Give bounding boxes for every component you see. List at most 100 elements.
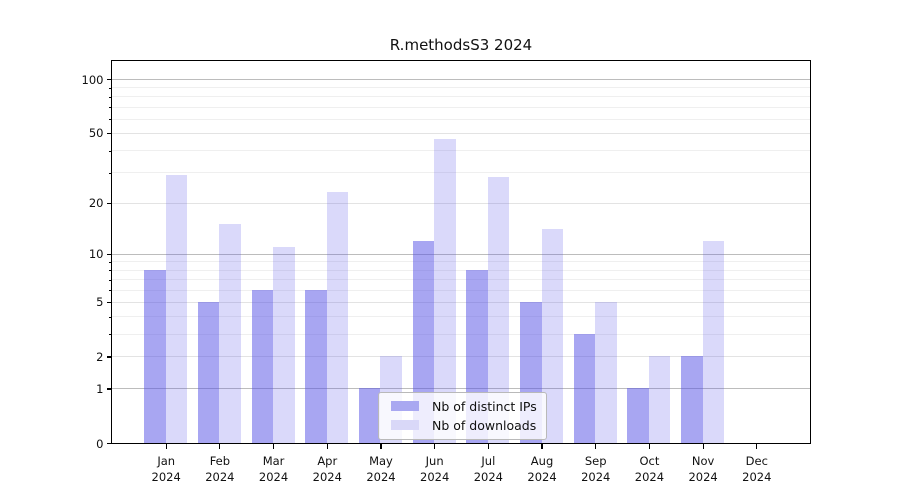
bar-distinct-ips bbox=[358, 388, 381, 443]
y-minor-tick-mark bbox=[108, 119, 112, 121]
x-tick-label-year: 2024 bbox=[420, 469, 450, 484]
bar-downloads bbox=[648, 356, 671, 443]
legend: Nb of distinct IPs Nb of downloads bbox=[378, 392, 547, 440]
x-tick-mark bbox=[541, 443, 543, 449]
x-tick-label-year: 2024 bbox=[688, 469, 718, 484]
y-tick-mark bbox=[106, 253, 112, 256]
y-tick-label: 5 bbox=[96, 295, 104, 310]
x-tick-label-month: Sep bbox=[584, 453, 607, 468]
gridline bbox=[112, 202, 810, 204]
y-minor-tick-mark bbox=[108, 87, 112, 89]
gridline-minor bbox=[112, 269, 810, 271]
bar-distinct-ips bbox=[573, 333, 596, 443]
y-tick-mark bbox=[106, 388, 112, 390]
y-minor-tick-mark bbox=[108, 334, 112, 336]
x-tick-label-month: Jun bbox=[425, 453, 444, 468]
y-minor-tick-mark bbox=[108, 107, 112, 109]
x-tick-mark bbox=[702, 443, 704, 449]
legend-label-downloads: Nb of downloads bbox=[432, 417, 537, 433]
x-tick-mark bbox=[219, 443, 221, 449]
gridline-minor bbox=[112, 279, 810, 281]
gridline-major bbox=[112, 388, 810, 390]
x-tick-label-year: 2024 bbox=[151, 469, 181, 484]
gridline-minor bbox=[112, 150, 810, 152]
x-tick-mark bbox=[326, 443, 328, 449]
y-minor-tick-mark bbox=[108, 290, 112, 292]
x-tick-label-month: Dec bbox=[745, 453, 768, 468]
y-minor-tick-mark bbox=[108, 270, 112, 272]
y-tick-mark bbox=[106, 79, 112, 81]
x-tick-label-year: 2024 bbox=[527, 469, 557, 484]
x-tick-label-month: Feb bbox=[209, 453, 231, 468]
x-tick-mark bbox=[165, 443, 167, 449]
bar-downloads bbox=[326, 192, 349, 443]
x-tick-label-year: 2024 bbox=[742, 469, 772, 484]
x-tick-label-year: 2024 bbox=[258, 469, 289, 484]
x-tick-mark bbox=[487, 443, 489, 449]
gridline-minor bbox=[112, 289, 810, 291]
bar-downloads bbox=[541, 229, 564, 443]
chart-title: R.methodsS3 2024 bbox=[389, 36, 533, 54]
x-tick-label-year: 2024 bbox=[634, 469, 665, 484]
x-tick-label-year: 2024 bbox=[312, 469, 342, 484]
bar-distinct-ips bbox=[681, 356, 703, 443]
gridline-minor bbox=[112, 316, 810, 318]
y-tick-label: 0 bbox=[96, 436, 104, 451]
y-tick-label: 10 bbox=[88, 247, 104, 262]
bar-distinct-ips bbox=[251, 289, 274, 443]
x-tick-label-month: Nov bbox=[691, 453, 715, 468]
x-tick-label-month: Jan bbox=[157, 453, 176, 468]
gridline-minor bbox=[112, 172, 810, 174]
legend-label-distinct-ips: Nb of distinct IPs bbox=[432, 398, 537, 414]
y-tick-label: 20 bbox=[88, 196, 104, 211]
legend-swatch-distinct-ips bbox=[391, 401, 419, 411]
y-minor-tick-mark bbox=[108, 150, 112, 152]
x-tick-mark bbox=[434, 443, 436, 449]
plot-area bbox=[111, 60, 811, 444]
y-tick-label: 50 bbox=[88, 126, 104, 141]
x-tick-label-year: 2024 bbox=[205, 469, 235, 484]
gridline bbox=[112, 132, 810, 134]
gridline-minor bbox=[112, 96, 810, 98]
gridline bbox=[112, 356, 810, 358]
y-minor-tick-mark bbox=[108, 96, 112, 98]
y-tick-label: 1 bbox=[96, 381, 104, 396]
x-tick-label-year: 2024 bbox=[366, 469, 396, 484]
y-tick-mark bbox=[106, 301, 112, 303]
bar-downloads bbox=[165, 174, 188, 443]
x-tick-mark bbox=[595, 443, 597, 449]
bar-distinct-ips bbox=[627, 388, 649, 443]
y-tick-mark bbox=[106, 443, 112, 445]
gridline-minor bbox=[112, 118, 810, 120]
y-tick-label: 100 bbox=[81, 72, 104, 87]
x-tick-label-month: Jul bbox=[481, 453, 496, 468]
bar-downloads bbox=[273, 247, 295, 443]
legend-item-downloads: Nb of downloads bbox=[379, 417, 546, 433]
y-tick-mark bbox=[106, 356, 112, 358]
bar-downloads bbox=[702, 240, 725, 443]
bar-distinct-ips bbox=[305, 289, 327, 443]
x-tick-label-month: Apr bbox=[317, 453, 338, 468]
bar-distinct-ips bbox=[144, 269, 166, 443]
gridline-minor bbox=[112, 106, 810, 108]
y-minor-tick-mark bbox=[108, 172, 112, 174]
gridline-minor bbox=[112, 333, 810, 335]
x-tick-label-year: 2024 bbox=[581, 469, 611, 484]
y-tick-label: 2 bbox=[96, 349, 104, 364]
bar-downloads bbox=[434, 139, 456, 443]
x-tick-label-month: May bbox=[369, 453, 393, 468]
bar-downloads bbox=[219, 224, 241, 443]
x-tick-label-month: Oct bbox=[639, 453, 660, 468]
gridline-major bbox=[112, 253, 810, 255]
legend-item-distinct-ips: Nb of distinct IPs bbox=[379, 398, 546, 414]
x-tick-label-month: Aug bbox=[530, 453, 554, 468]
x-tick-label-month: Mar bbox=[262, 453, 285, 468]
x-tick-mark bbox=[756, 443, 758, 449]
x-tick-mark bbox=[272, 443, 275, 449]
y-minor-tick-mark bbox=[108, 316, 112, 318]
plot-canvas bbox=[112, 61, 810, 443]
bar-distinct-ips bbox=[197, 301, 220, 443]
x-tick-label-year: 2024 bbox=[473, 469, 503, 484]
x-tick-mark bbox=[380, 443, 382, 449]
